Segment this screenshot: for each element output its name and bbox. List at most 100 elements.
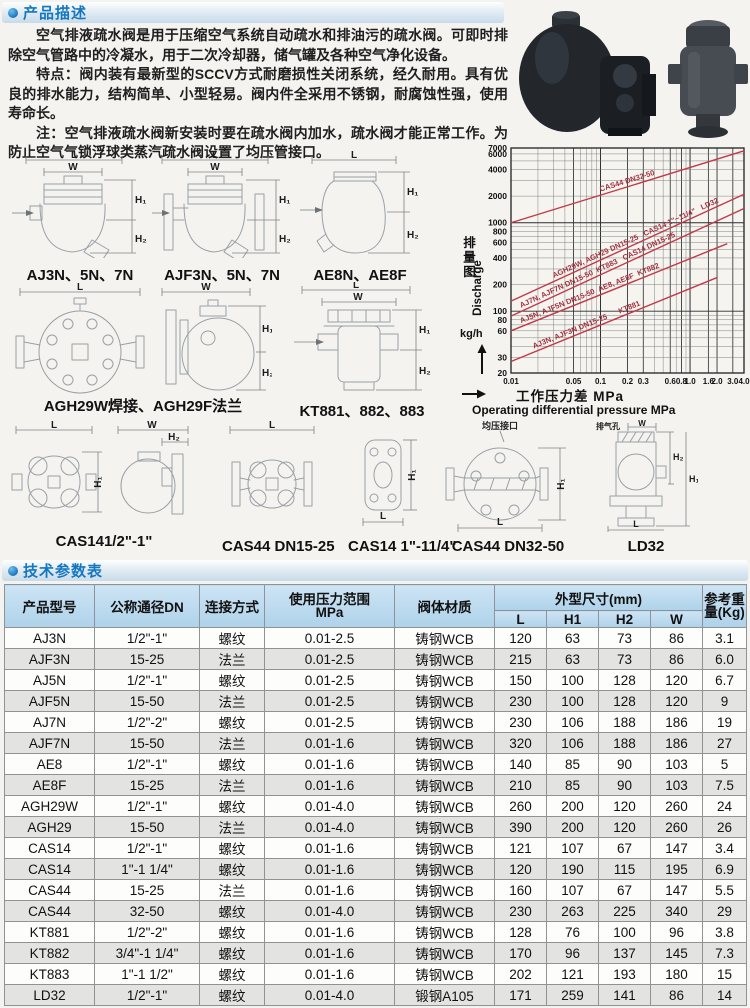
table-cell: 6.0: [702, 648, 747, 670]
table-cell: AGH29W: [4, 795, 95, 817]
table-cell: 6.7: [702, 669, 747, 691]
col-header-h2: H2: [598, 610, 651, 628]
table-cell: 27: [702, 732, 747, 754]
table-row: AE8 1/2"-1" 螺纹 0.01-1.6 铸钢WCB 140 85 90 103 5: [4, 753, 747, 775]
table-cell: 铸钢WCB: [394, 900, 495, 922]
table-cell: 32-50: [94, 900, 200, 922]
diagram-label: LD32: [627, 538, 665, 555]
table-cell: AJ5N: [4, 669, 95, 691]
table-cell: 230: [494, 690, 547, 712]
bullet-icon: [8, 7, 18, 18]
svg-text:L: L: [380, 511, 386, 522]
table-cell: 螺纹: [199, 900, 265, 922]
table-cell: 190: [546, 858, 599, 880]
svg-text:L: L: [497, 517, 503, 528]
svg-text:0.2: 0.2: [622, 377, 634, 386]
table-cell: 铸钢WCB: [394, 690, 495, 712]
table-cell: 121: [546, 963, 599, 985]
svg-text:H₁: H₁: [689, 474, 698, 484]
table-cell: 0.01-2.5: [264, 711, 395, 733]
col-header-connection: 连接方式: [199, 584, 265, 628]
svg-text:W: W: [210, 162, 220, 173]
table-cell: 法兰: [199, 774, 265, 796]
svg-text:400: 400: [493, 253, 507, 263]
table-cell: 137: [598, 942, 651, 964]
svg-text:100: 100: [493, 306, 507, 316]
table-cell: 1/2"-1": [94, 627, 200, 649]
table-cell: AJF3N: [4, 648, 95, 670]
table-cell: 法兰: [199, 732, 265, 754]
table-cell: KT882: [4, 942, 95, 964]
table-cell: 0.01-4.0: [264, 795, 395, 817]
svg-text:1.0: 1.0: [685, 377, 697, 386]
table-cell: 128: [494, 921, 547, 943]
y-axis-unit: kg/h: [460, 328, 483, 340]
table-row: AJ3N 1/2"-1" 螺纹 0.01-2.5 铸钢WCB 120 63 73 86 3.1: [4, 627, 747, 649]
description-paragraph: 空气排液疏水阀是用于压缩空气系统自动疏水和排油污的疏水阀。可即时排除空气管路中的…: [8, 27, 508, 63]
table-cell: AJF7N: [4, 732, 95, 754]
svg-text:2.0: 2.0: [711, 377, 723, 386]
svg-text:H₂: H₂: [135, 234, 147, 245]
table-cell: 150: [494, 669, 547, 691]
table-cell: 0.01-1.6: [264, 858, 395, 880]
table-cell: AGH29: [4, 816, 95, 838]
table-cell: 120: [494, 858, 547, 880]
table-cell: 160: [494, 879, 547, 901]
table-cell: LD32: [4, 984, 95, 1006]
table-cell: 铸钢WCB: [394, 837, 495, 859]
table-cell: 340: [650, 900, 703, 922]
y-axis-label-en: Discharge: [472, 260, 484, 316]
table-cell: 15: [702, 963, 747, 985]
note-label: 注：: [36, 124, 65, 141]
table-cell: 263: [546, 900, 599, 922]
table-cell: 86: [650, 648, 703, 670]
spec-table-body: AJ3N 1/2"-1" 螺纹 0.01-2.5 铸钢WCB 120 63 73 86 3.1 AJ…: [4, 627, 747, 1006]
table-cell: 1/2"-1": [94, 753, 200, 775]
svg-text:L: L: [269, 420, 275, 431]
table-cell: 螺纹: [199, 984, 265, 1006]
svg-text:3.0: 3.0: [727, 377, 739, 386]
diagram-label: AGH29W焊接、AGH29F法兰: [43, 398, 243, 415]
table-cell: 5: [702, 753, 747, 775]
table-cell: 15-25: [94, 879, 200, 901]
features-label: 特点：: [36, 66, 80, 82]
table-cell: 15-50: [94, 816, 200, 838]
svg-text:H₂: H₂: [673, 452, 684, 462]
table-cell: 0.01-1.6: [264, 963, 395, 985]
table-cell: 15-50: [94, 732, 200, 754]
table-cell: 1"-1 1/2": [94, 963, 200, 985]
svg-text:H₂: H₂: [419, 366, 431, 377]
table-cell: 115: [598, 858, 651, 880]
svg-text:20: 20: [498, 368, 508, 378]
x-axis-label-cn: 工作压力差 MPa: [516, 389, 625, 404]
table-row: AJ5N 1/2"-1" 螺纹 0.01-2.5 铸钢WCB 150 100 128 120 6.…: [4, 669, 747, 691]
table-cell: 26: [702, 816, 747, 838]
diagram-cas14-large: H₁ L CAS14 1"-11/4": [348, 420, 456, 555]
svg-text:6000: 6000: [488, 149, 507, 159]
table-cell: 15-50: [94, 690, 200, 712]
table-cell: 106: [546, 732, 599, 754]
table-cell: 147: [650, 879, 703, 901]
table-cell: 170: [494, 942, 547, 964]
table-cell: CAS14: [4, 858, 95, 880]
table-cell: 76: [546, 921, 599, 943]
col-header-dn: 公称通径DN: [94, 584, 200, 628]
table-cell: 螺纹: [199, 858, 265, 880]
table-cell: KT883: [4, 963, 95, 985]
svg-text:60: 60: [498, 326, 508, 336]
table-cell: 法兰: [199, 648, 265, 670]
table-cell: 螺纹: [199, 669, 265, 691]
svg-text:W: W: [68, 162, 78, 173]
section-title: 产品描述: [23, 5, 88, 22]
table-cell: 186: [650, 711, 703, 733]
table-row: AGH29W 1/2"-1" 螺纹 0.01-4.0 铸钢WCB 260 200 120 260…: [4, 795, 747, 817]
col-header-h1: H1: [546, 610, 599, 628]
table-row: CAS14 1"-1 1/4" 螺纹 0.01-1.6 铸钢WCB 120 190 115 19…: [4, 858, 747, 880]
x-axis-label-en: Operating differential pressure MPa: [472, 403, 676, 417]
svg-text:L: L: [51, 420, 57, 431]
table-cell: 法兰: [199, 816, 265, 838]
section-header-product-description: 产品描述: [2, 2, 504, 23]
table-cell: 15-25: [94, 648, 200, 670]
